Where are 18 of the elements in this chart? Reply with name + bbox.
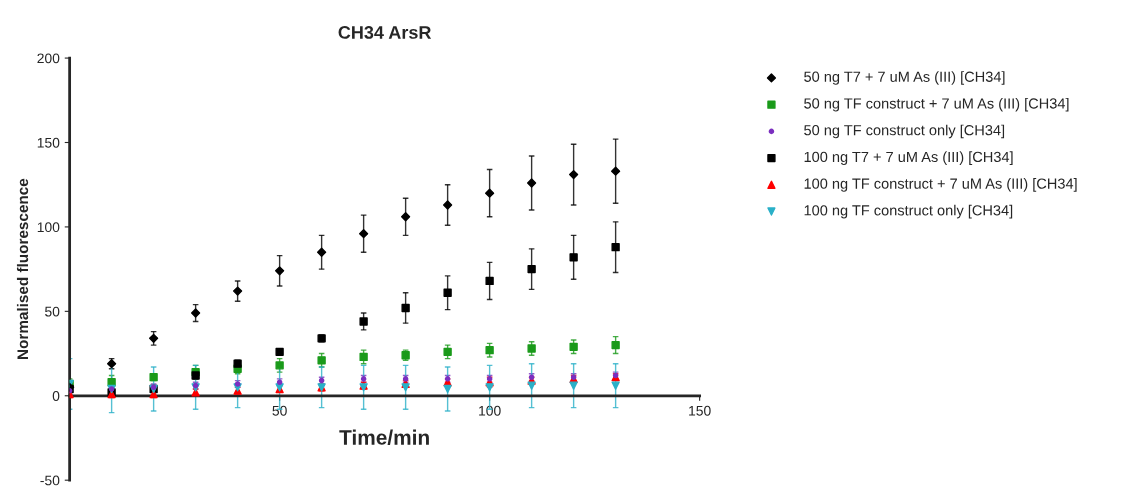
y-tick-label: 150 bbox=[37, 137, 60, 148]
y-tick-label: 200 bbox=[37, 53, 60, 64]
legend-label: 100 ng TF construct + 7 uM As (III) [CH34] bbox=[804, 178, 1077, 192]
legend-label: 100 ng T7 + 7 uM As (III) [CH34] bbox=[804, 151, 1013, 165]
chart-title: CH34 ArsR bbox=[338, 26, 432, 39]
y-axis-title: Normalised fluorescence bbox=[16, 178, 29, 359]
legend-label: 50 ng TF construct + 7 uM As (III) [CH34] bbox=[804, 97, 1069, 112]
x-axis-title: Time/min bbox=[339, 429, 429, 446]
legend-label: 50 ng T7 + 7 uM As (III) [CH34] bbox=[804, 71, 1005, 85]
x-tick-label: 50 bbox=[272, 405, 287, 416]
y-tick-label: -50 bbox=[40, 475, 60, 486]
x-tick-label: 100 bbox=[479, 405, 501, 416]
legend-label: 50 ng TF construct only [CH34] bbox=[804, 124, 1005, 139]
y-tick-label: 0 bbox=[52, 391, 60, 401]
x-tick-label: 150 bbox=[689, 405, 711, 416]
legend-label: 100 ng TF construct only [CH34] bbox=[804, 204, 1013, 219]
y-tick-label: 50 bbox=[45, 306, 60, 317]
y-tick-label: 100 bbox=[37, 222, 60, 233]
